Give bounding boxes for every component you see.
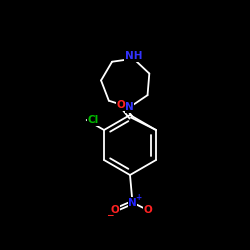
Text: +: + bbox=[135, 192, 141, 202]
Text: O: O bbox=[143, 205, 152, 215]
Text: O: O bbox=[116, 100, 125, 110]
Text: Cl: Cl bbox=[87, 115, 99, 125]
Text: N: N bbox=[125, 102, 134, 112]
Text: −: − bbox=[106, 211, 114, 220]
Text: NH: NH bbox=[125, 51, 142, 61]
Text: O: O bbox=[110, 205, 120, 215]
Text: N: N bbox=[128, 198, 137, 207]
